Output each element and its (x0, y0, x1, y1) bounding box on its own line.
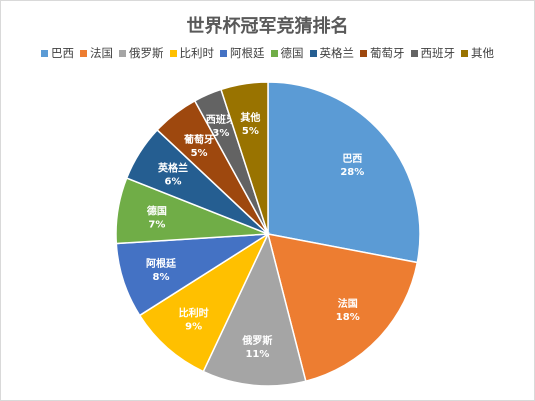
slice-category-label: 西班牙 (206, 113, 236, 126)
legend-item: 法国 (80, 45, 113, 61)
slice-category-label: 其他 (240, 111, 260, 124)
legend-swatch (220, 49, 227, 57)
legend-swatch (119, 49, 126, 57)
slice-category-label: 俄罗斯 (241, 334, 272, 347)
legend-label: 巴西 (51, 46, 74, 60)
legend-swatch (360, 49, 367, 57)
slice-category-label: 英格兰 (157, 162, 188, 175)
legend-label: 英格兰 (319, 46, 355, 60)
slice-category-label: 比利时 (179, 306, 209, 319)
legend-swatch (270, 49, 278, 57)
slice-category-label: 法国 (338, 297, 358, 310)
slice-category-label: 阿根廷 (146, 257, 177, 270)
legend-label: 法国 (90, 46, 113, 60)
pie-slice (220, 81, 269, 235)
slice-value-label: 3% (212, 128, 229, 139)
legend-label: 俄罗斯 (129, 46, 164, 60)
legend-swatch (461, 49, 468, 57)
slice-value-label: 18% (336, 312, 360, 323)
legend-swatch (80, 49, 87, 57)
legend-swatch (169, 49, 177, 57)
legend-label: 比利时 (179, 46, 215, 60)
legend-item: 阿根廷 (220, 45, 265, 61)
legend-item: 西班牙 (410, 45, 456, 61)
legend-swatch (41, 49, 48, 57)
legend-label: 西班牙 (420, 46, 456, 60)
legend-label: 其他 (471, 46, 494, 60)
slice-value-label: 11% (245, 349, 269, 360)
slice-value-label: 7% (148, 219, 165, 230)
legend-label: 葡萄牙 (370, 46, 405, 60)
chart-legend: 巴西 法国 俄罗斯 比利时 阿根廷 德国 英格兰 葡萄牙 西班牙 其他 (0, 45, 535, 61)
legend-item: 比利时 (169, 45, 215, 61)
slice-value-label: 6% (165, 177, 182, 188)
legend-item: 葡萄牙 (360, 45, 405, 61)
legend-item: 其他 (461, 45, 494, 61)
slice-value-label: 5% (191, 148, 208, 159)
slice-category-label: 葡萄牙 (183, 133, 214, 146)
legend-label: 阿根廷 (230, 46, 265, 60)
chart-title: 世界杯冠军竞猜排名 (186, 16, 349, 37)
legend-item: 俄罗斯 (119, 45, 164, 61)
legend-item: 英格兰 (309, 45, 355, 61)
pie-slice (266, 233, 419, 383)
legend-swatch (309, 49, 317, 57)
slice-value-label: 5% (242, 126, 259, 137)
slice-value-label: 8% (153, 272, 170, 283)
pie-slice (202, 231, 307, 387)
slice-category-label: 巴西 (342, 153, 362, 165)
slice-category-label: 德国 (146, 204, 167, 217)
slice-value-label: 9% (185, 321, 202, 332)
legend-item: 德国 (270, 45, 304, 61)
legend-swatch (410, 49, 418, 57)
legend-label: 德国 (280, 46, 304, 60)
pie-slice (267, 81, 421, 264)
legend-item: 巴西 (41, 45, 74, 61)
pie-slice (138, 231, 270, 373)
slice-value-label: 28% (340, 167, 364, 178)
